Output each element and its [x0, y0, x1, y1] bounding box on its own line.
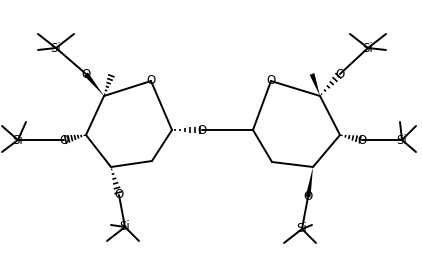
Text: O: O: [303, 191, 313, 204]
Text: O: O: [146, 74, 156, 87]
Text: O: O: [266, 74, 276, 87]
Text: Si: Si: [362, 41, 373, 55]
Text: Si: Si: [119, 221, 130, 234]
Text: Si: Si: [297, 222, 307, 235]
Polygon shape: [310, 73, 320, 96]
Text: O: O: [197, 123, 207, 137]
Text: Si: Si: [397, 133, 407, 146]
Text: Si: Si: [51, 41, 61, 55]
Text: O: O: [114, 188, 124, 201]
Text: Si: Si: [13, 133, 23, 146]
Polygon shape: [84, 72, 104, 96]
Text: O: O: [60, 133, 69, 146]
Polygon shape: [306, 167, 313, 197]
Text: O: O: [357, 133, 367, 146]
Text: O: O: [81, 68, 91, 80]
Text: O: O: [335, 68, 345, 80]
